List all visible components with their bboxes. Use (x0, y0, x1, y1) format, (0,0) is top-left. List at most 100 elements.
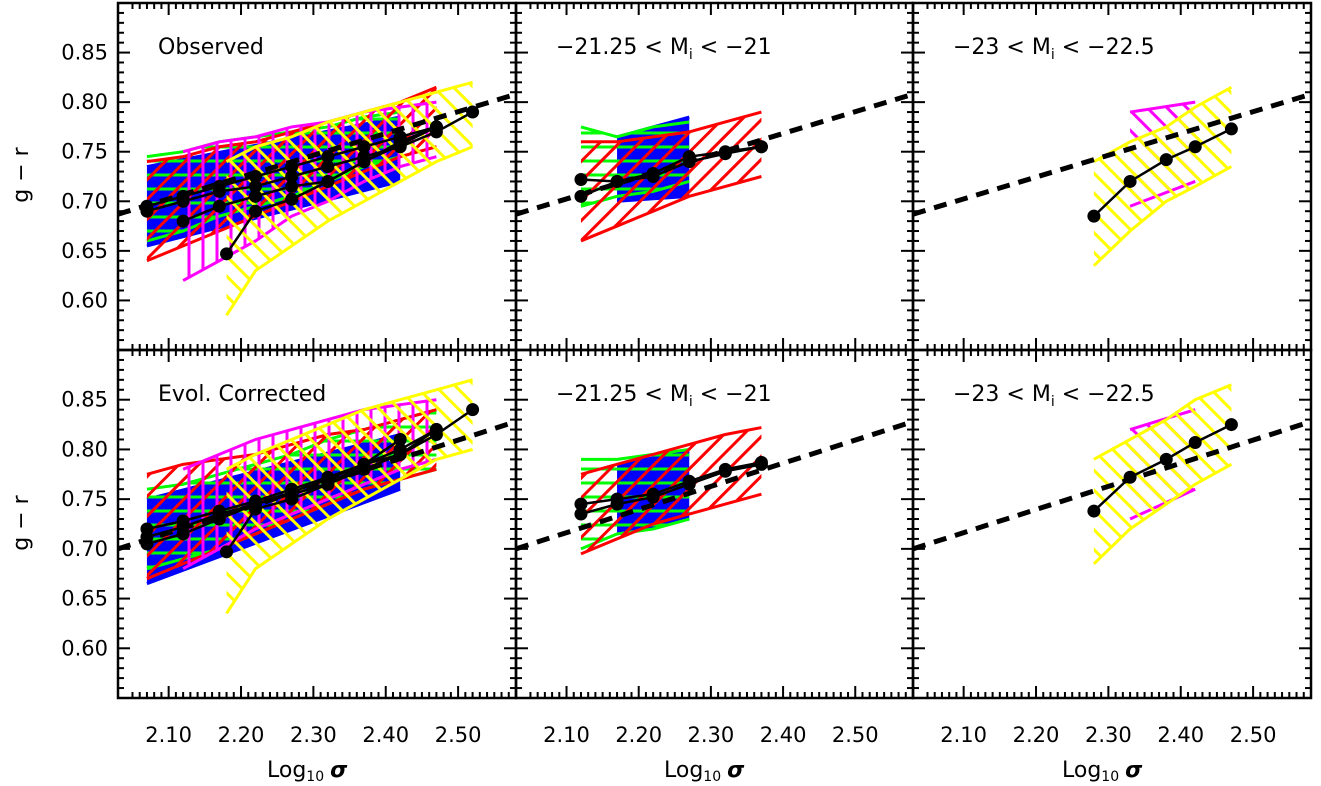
data-point (1188, 140, 1202, 154)
plot-area (516, 91, 913, 243)
data-point (574, 172, 588, 186)
data-point (285, 192, 299, 206)
band-magenta-upper (1129, 100, 1196, 114)
x-tick-label: 2.10 (145, 723, 192, 747)
data-point (646, 487, 660, 501)
band-red-lower (580, 175, 762, 243)
band-red-upper (580, 110, 762, 144)
data-point (393, 138, 407, 152)
xlabel-left-sigma: σ (330, 758, 348, 783)
xlabel-middle-sub: 10 (703, 769, 721, 785)
panel-label-main: −23 < M (953, 35, 1051, 60)
data-point (248, 204, 262, 218)
data-point (212, 179, 226, 193)
x-tick-label: 2.50 (832, 723, 879, 747)
data-point (718, 145, 732, 159)
data-point (466, 105, 480, 119)
x-tick-label: 2.40 (362, 723, 409, 747)
data-point (1224, 122, 1238, 136)
series-line (146, 110, 474, 213)
data-point (220, 545, 234, 559)
xlabel-left: Log10 σ (267, 758, 348, 785)
panel-label: Evol. Corrected (158, 382, 326, 407)
data-point (1159, 452, 1173, 466)
fit-line (516, 419, 913, 552)
band-yellow-upper (225, 378, 473, 471)
xlabel-middle: Log10 σ (664, 758, 745, 785)
data-point (393, 432, 407, 446)
panel-label: Observed (158, 35, 264, 60)
band-red-upper (580, 426, 762, 476)
data-point (429, 120, 443, 134)
xlabel-middle-main: Log (664, 758, 703, 783)
panel-label: −21.25 < Mi < −21 (556, 382, 772, 410)
panel-label-main: −21.25 < M (556, 35, 689, 60)
data-point (1123, 174, 1137, 188)
x-tick-label: 2.50 (1230, 723, 1277, 747)
x-tick-label: 2.40 (1157, 723, 1204, 747)
data-point (220, 247, 234, 261)
y-tick-label: 0.85 (61, 388, 108, 412)
panel-top-middle: −21.25 < Mi < −21 (514, 1, 915, 352)
data-point (574, 507, 588, 521)
data-point (140, 522, 154, 536)
fit-line (913, 419, 1311, 552)
x-tick-label: 2.30 (688, 723, 735, 747)
plot-area (913, 383, 1311, 565)
data-point (212, 199, 226, 213)
y-tick-label: 0.65 (61, 587, 108, 611)
data-point (176, 189, 190, 203)
panel-bottom-left: 2.10 2.20 2.30 2.40 2.50 0.85 0.80 0.75 0.70 0.65… (61, 348, 518, 747)
band-yellow-fill (1093, 384, 1232, 564)
x-tick-label: 2.10 (543, 723, 590, 747)
panel-label-sub: i (689, 47, 693, 63)
band-red-lower (580, 492, 762, 556)
panel-label-rest: < −21 (693, 382, 772, 407)
data-point (574, 189, 588, 203)
panel-label: −23 < Mi < −22.5 (953, 382, 1155, 410)
data-point (176, 514, 190, 528)
data-point (1224, 418, 1238, 432)
panel-label-rest: < −21 (693, 35, 772, 60)
data-point (1159, 153, 1173, 167)
data-point (248, 170, 262, 183)
data-point (429, 423, 443, 437)
data-point (466, 403, 480, 417)
x-tick-label: 2.30 (290, 723, 337, 747)
xlabel-middle-sigma: σ (727, 758, 745, 783)
y-tick-label: 0.70 (61, 537, 108, 561)
data-point (610, 492, 624, 506)
x-tick-label: 2.40 (760, 723, 807, 747)
band-yellow-lower (1092, 463, 1233, 565)
data-point (176, 527, 190, 541)
x-tick-label: 2.30 (1085, 723, 1132, 747)
x-tick-label: 2.20 (615, 723, 662, 747)
plot-area (516, 419, 913, 556)
data-point (248, 189, 262, 203)
panels-layer: 0.85 0.80 0.75 0.70 0.65 0.60 Observed −21.25 <… (61, 1, 1313, 747)
data-point (248, 502, 262, 516)
band-yellow-upper (1093, 85, 1233, 163)
panel-label-rest: < −22.5 (1055, 382, 1155, 407)
data-point (1123, 470, 1137, 484)
x-tick-label: 2.20 (218, 723, 265, 747)
y-tick-label: 0.65 (61, 239, 108, 263)
data-point (176, 214, 190, 228)
data-point (1188, 435, 1202, 449)
data-point (321, 174, 335, 188)
data-point (1087, 209, 1101, 223)
ylabel-top: g − r (9, 146, 34, 202)
data-point (357, 140, 371, 154)
plot-area (913, 85, 1311, 267)
data-point (1087, 504, 1101, 518)
panel-bottom-right: 2.10 2.20 2.30 2.40 2.50 −23 < Mi < −22.5 (911, 348, 1313, 747)
y-tick-label: 0.75 (61, 140, 108, 164)
panel-label: −23 < Mi < −22.5 (953, 35, 1155, 63)
y-tick-label: 0.85 (61, 41, 108, 65)
panel-label-rest: < −22.5 (1055, 35, 1155, 60)
band-yellow-lower (1092, 165, 1233, 267)
y-tick-label: 0.60 (61, 288, 108, 312)
xlabel-right-sigma: σ (1125, 758, 1143, 783)
y-tick-label: 0.70 (61, 189, 108, 213)
data-point (321, 477, 335, 491)
